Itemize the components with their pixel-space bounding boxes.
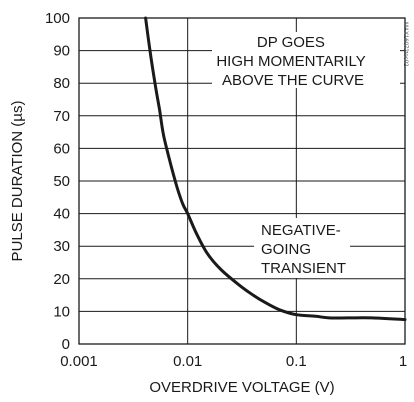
x-tick-label: 0.1 xyxy=(286,353,307,370)
annotation-2: NEGATIVE- GOING TRANSIENT xyxy=(261,222,346,277)
annotation-2-line-3: TRANSIENT xyxy=(261,260,346,277)
y-tick-label: 10 xyxy=(53,303,70,320)
y-tick-label: 90 xyxy=(53,43,70,60)
plot-frame xyxy=(78,17,406,345)
x-axis-label: OVERDRIVE VOLTAGE (V) xyxy=(149,379,334,396)
tick-labels: 0 10 20 30 40 50 60 70 80 90 100 0.001 0.01 0.1 1 xyxy=(45,10,407,370)
x-tick-label: 0.001 xyxy=(60,353,98,370)
x-tick-label: 1 xyxy=(399,353,407,370)
annotation-1-line-2: HIGH MOMENTARILY xyxy=(216,53,365,70)
figure-code: MAX16072toc02 xyxy=(402,22,408,67)
y-tick-label: 70 xyxy=(53,108,70,125)
y-tick-label: 0 xyxy=(62,336,70,353)
series-line xyxy=(144,16,407,322)
y-axis-label: PULSE DURATION (µs) xyxy=(9,101,26,262)
annotation-1: DP GOES HIGH MOMENTARILY ABOVE THE CURVE xyxy=(216,34,369,89)
y-tick-label: 100 xyxy=(45,10,70,27)
y-tick-label: 40 xyxy=(53,206,70,223)
y-tick-label: 60 xyxy=(53,140,70,157)
annotation-1-line-3: ABOVE THE CURVE xyxy=(222,72,364,89)
y-tick-label: 50 xyxy=(53,173,70,190)
x-tick-label: 0.01 xyxy=(173,353,202,370)
annotation-1-background xyxy=(212,32,400,88)
y-tick-label: 30 xyxy=(53,238,70,255)
y-tick-label: 20 xyxy=(53,271,70,288)
annotation-2-background xyxy=(254,218,350,278)
annotation-1-line-1: DP GOES xyxy=(257,34,325,51)
y-tick-label: 80 xyxy=(53,75,70,92)
annotation-2-line-2: GOING xyxy=(261,241,311,258)
annotation-2-line-1: NEGATIVE- xyxy=(261,222,341,239)
